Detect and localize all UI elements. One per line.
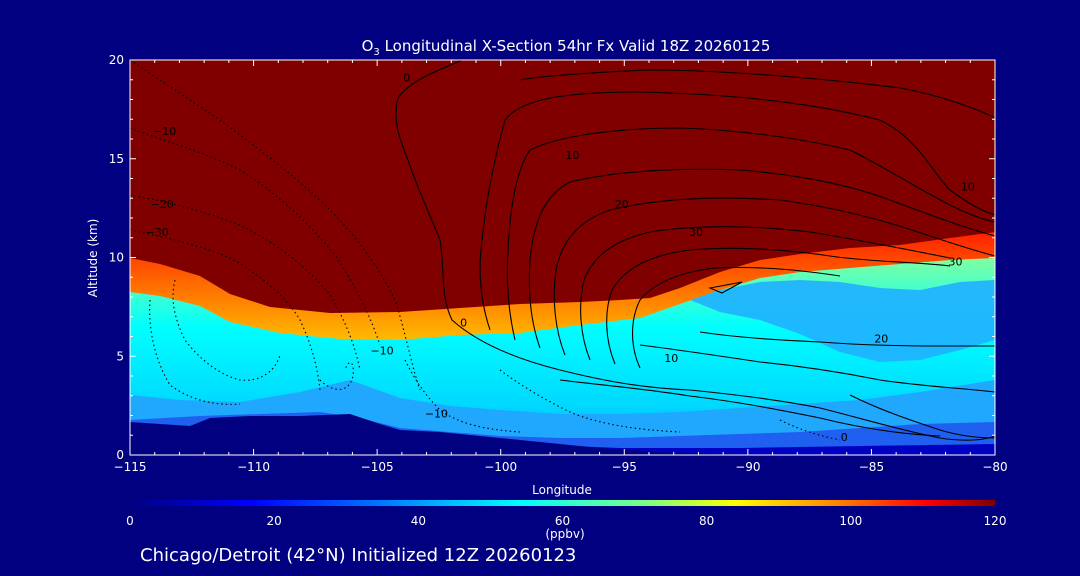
y-tick-label: 10: [109, 251, 124, 265]
contour-label: 30: [948, 255, 962, 268]
colorbar-tick-label: 80: [699, 514, 714, 528]
x-tick-label: −115: [114, 460, 147, 474]
contour-label: 10: [961, 180, 975, 193]
contour-label: −30: [146, 226, 169, 239]
contour-label: −10: [153, 125, 176, 138]
x-tick-label: −80: [982, 460, 1007, 474]
y-tick-label: 5: [116, 349, 124, 363]
contour-label: −10: [425, 407, 448, 420]
y-tick-label: 0: [116, 448, 124, 462]
x-axis: −115 −110 −105 −100 −95 −90 −85 −80: [114, 60, 1008, 474]
contour-label: 0: [460, 317, 467, 330]
colorbar-tick-label: 60: [555, 514, 570, 528]
contour-label: −20: [151, 198, 174, 211]
colorbar-tick-label: 100: [839, 514, 862, 528]
terrain: [130, 414, 995, 455]
y-axis: 0 5 10 15 20: [109, 53, 995, 462]
colorbar: [130, 500, 995, 506]
contour-labels: 0 10 20 30 10 30 20 10 0 0 −10 −10 −20 −30 −10: [146, 72, 975, 444]
chart-title: O3 Longitudinal X-Section 54hr Fx Valid …: [362, 37, 771, 58]
contour-label: 0: [403, 72, 410, 85]
x-tick-label: −100: [484, 460, 517, 474]
contour-label: 20: [874, 332, 888, 345]
x-tick-label: −85: [859, 460, 884, 474]
negative-contours: [130, 60, 841, 441]
y-axis-label: Altitude (km): [86, 219, 100, 298]
upper-blue-patch: [690, 280, 995, 362]
chart-title-subscript: 3: [373, 47, 379, 58]
x-tick-label: −95: [612, 460, 637, 474]
x-axis-label: Longitude: [532, 483, 592, 497]
colorbar-tick-label: 20: [267, 514, 282, 528]
footer-caption: Chicago/Detroit (42°N) Initialized 12Z 2…: [140, 545, 576, 566]
chart-title-prefix: O: [362, 37, 374, 55]
y-tick-label: 15: [109, 152, 124, 166]
y-tick-label: 20: [109, 53, 124, 67]
contour-label: 10: [565, 149, 579, 162]
chart-title-rest: Longitudinal X-Section 54hr Fx Valid 18Z…: [380, 37, 771, 55]
x-tick-label: −90: [735, 460, 760, 474]
colorbar-tick-label: 40: [411, 514, 426, 528]
positive-contours: [395, 60, 995, 441]
x-tick-label: −110: [237, 460, 270, 474]
contour-label: −10: [370, 344, 393, 357]
contour-label: 10: [664, 352, 678, 365]
x-tick-label: −105: [361, 460, 394, 474]
colorbar-ticks: 0 20 40 60 80 100 120: [126, 514, 1006, 528]
contour-label: 30: [689, 226, 703, 239]
colorbar-tick-label: 0: [126, 514, 134, 528]
contour-label: 20: [615, 198, 629, 211]
plot-area: 0 10 20 30 10 30 20 10 0 0 −10 −10 −20 −30 −10: [130, 60, 995, 455]
colorbar-unit: (ppbv): [545, 527, 584, 541]
colorbar-tick-label: 120: [984, 514, 1007, 528]
contour-label: 0: [841, 431, 848, 444]
